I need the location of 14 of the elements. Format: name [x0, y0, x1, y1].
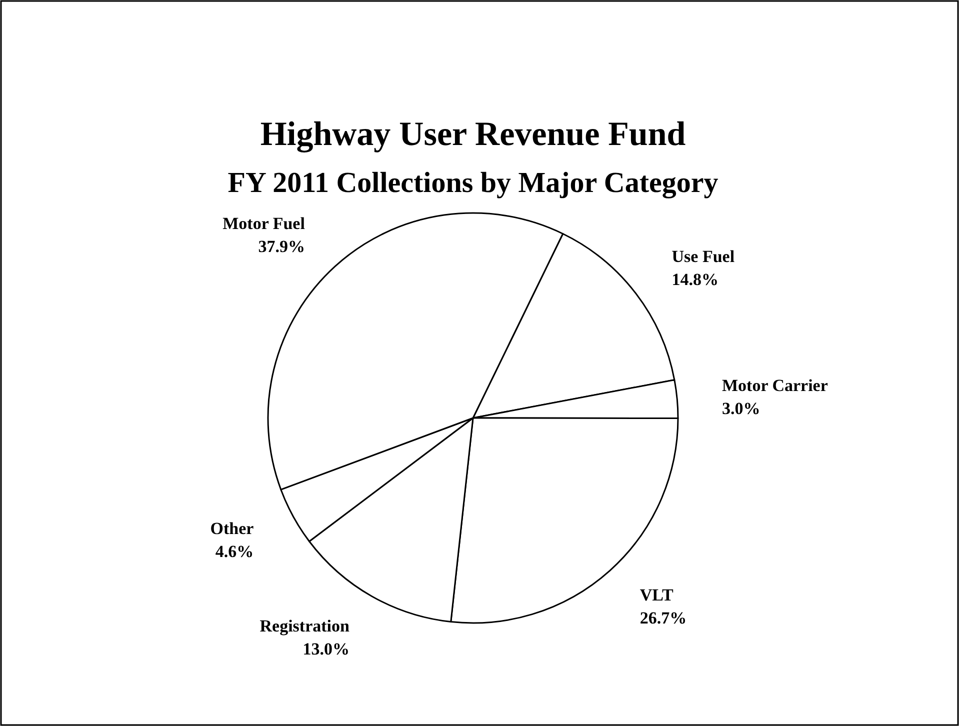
- data-label: 3.0%: [722, 398, 760, 418]
- slice-label: Registration: [260, 616, 350, 636]
- data-label: 26.7%: [640, 608, 687, 628]
- chart-subtitle: FY 2011 Collections by Major Category: [228, 167, 719, 199]
- slice-label: Other: [210, 519, 254, 538]
- data-label: 37.9%: [258, 236, 305, 256]
- data-label: 4.6%: [215, 542, 254, 562]
- data-label: 14.8%: [672, 270, 719, 290]
- chart-title: Highway User Revenue Fund: [260, 116, 686, 153]
- slice-label: Use Fuel: [672, 247, 735, 266]
- data-label: 13.0%: [302, 639, 350, 658]
- slice-label: VLT: [640, 585, 674, 604]
- slice-label: Motor Carrier: [722, 376, 828, 395]
- slice-label: Motor Fuel: [222, 214, 306, 233]
